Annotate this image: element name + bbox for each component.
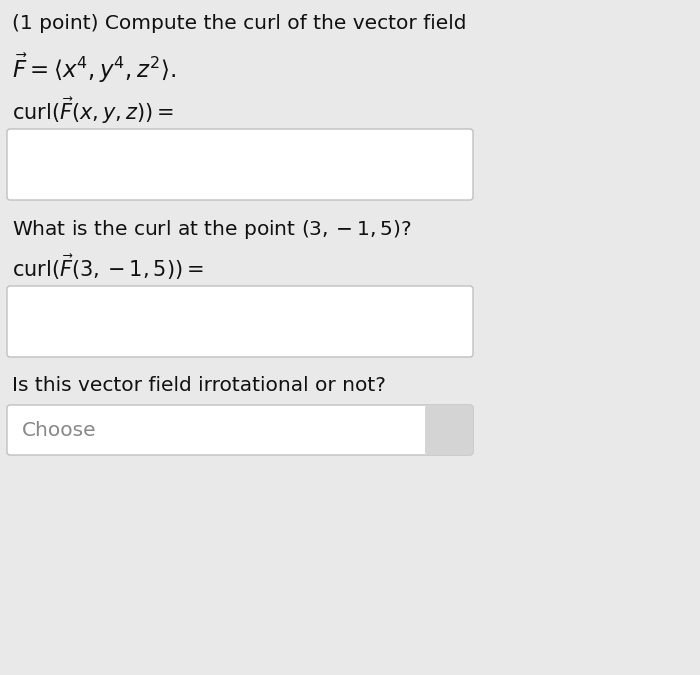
Text: ▾: ▾ [444, 421, 453, 439]
Text: Is this vector field irrotational or not?: Is this vector field irrotational or not… [12, 376, 386, 395]
Text: (1 point) Compute the curl of the vector field: (1 point) Compute the curl of the vector… [12, 14, 466, 33]
Text: Choose: Choose [22, 421, 97, 439]
Text: $\mathrm{curl}(\vec{F}(x, y, z)) =$: $\mathrm{curl}(\vec{F}(x, y, z)) =$ [12, 95, 174, 126]
FancyBboxPatch shape [7, 286, 473, 357]
FancyBboxPatch shape [7, 129, 473, 200]
Text: $\vec{F} = \langle x^4, y^4, z^2 \rangle.$: $\vec{F} = \langle x^4, y^4, z^2 \rangle… [12, 52, 176, 86]
Text: What is the curl at the point $(3, -1, 5)$?: What is the curl at the point $(3, -1, 5… [12, 218, 412, 241]
FancyBboxPatch shape [7, 405, 473, 455]
Text: $\mathrm{curl}(\vec{F}(3, -1, 5)) =$: $\mathrm{curl}(\vec{F}(3, -1, 5)) =$ [12, 252, 204, 281]
FancyBboxPatch shape [425, 405, 473, 455]
